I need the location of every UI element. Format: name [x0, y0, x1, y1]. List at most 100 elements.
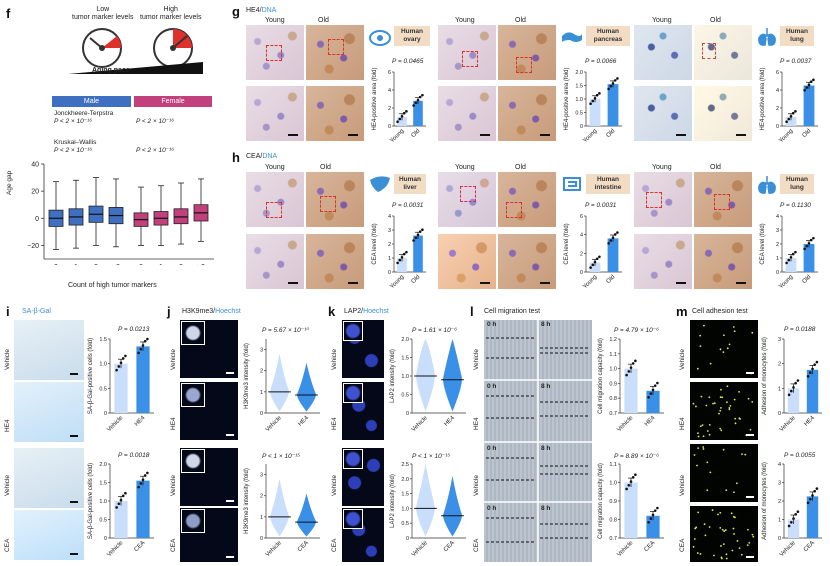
chart-point — [414, 236, 418, 239]
chart-point — [598, 255, 601, 259]
chart-point — [137, 351, 140, 355]
chart-bar — [785, 117, 797, 126]
h-liver-young-image — [246, 172, 304, 227]
chart-ytick-label: 0.8 — [609, 518, 617, 524]
m-monocyte-dot — [720, 545, 722, 547]
chart-ytick-label: 2.0 — [99, 462, 107, 468]
chart-point — [115, 506, 118, 509]
chart-point — [412, 104, 415, 107]
g3-young: Young — [652, 17, 672, 24]
chart-xtick-label: Old — [606, 274, 617, 285]
i-he4-image — [14, 382, 84, 442]
m-monocyte-dot — [697, 435, 700, 438]
chart-ytick-label: 0 — [406, 411, 409, 417]
chart-point — [139, 347, 143, 351]
chart-ytick-label: 1.1 — [609, 352, 617, 358]
l-t0-a: 0 h — [487, 321, 497, 328]
chart-point — [396, 261, 399, 265]
chart-point — [591, 99, 595, 103]
chart-ytick-label: 0.7 — [609, 411, 617, 417]
m-monocyte-dot — [744, 453, 747, 456]
chart-ytick-label: 4 — [388, 214, 391, 220]
chart-ytick-label: 0 — [388, 270, 391, 276]
chart-point — [609, 84, 613, 88]
chart-bar — [589, 99, 601, 126]
h-intestine-bar-chart: CEA level (fold) 0 2 4 6 Young Old — [564, 214, 622, 290]
chart-ytick-label: 0.9 — [609, 381, 617, 387]
m-monocyte-dot — [722, 351, 725, 354]
chart-xtick-label: HE4 — [644, 415, 657, 428]
ovary-icon — [369, 30, 391, 46]
m-monocyte-dot — [697, 511, 700, 514]
chart-bar — [624, 482, 638, 538]
chart-point — [805, 244, 809, 248]
panel-label-f: f — [6, 6, 11, 21]
h-intestine-young-image — [438, 172, 496, 227]
m-monocyte-dot — [719, 348, 722, 351]
chart-point — [791, 252, 795, 256]
low-gauge-icon — [82, 28, 122, 68]
chart-bar — [589, 262, 601, 272]
m-monocyte-dot — [696, 464, 698, 467]
chart-xtick-label: Old — [606, 128, 617, 139]
chart-xtick-label: CEA — [443, 540, 456, 553]
chart-point — [794, 381, 797, 385]
m-monocyte-dot — [709, 471, 712, 474]
chart-point — [124, 354, 127, 358]
l-t8-b: 8 h — [541, 383, 551, 390]
i-pval-bottom: P = 0.0018 — [118, 452, 150, 459]
m-monocyte-dot — [719, 396, 722, 398]
m-monocyte-dot — [713, 402, 716, 405]
chart-point — [595, 257, 599, 261]
h-lung-old-zoom — [694, 234, 752, 289]
chart-point — [629, 480, 633, 483]
i-row-1: HE4 — [4, 419, 11, 432]
chart-point — [414, 101, 418, 105]
chart-ytick-label: 2 — [776, 242, 779, 248]
chart-bar — [136, 480, 150, 538]
panel-label-g: g — [232, 4, 240, 19]
chart-ylabel: CEA level (fold) — [372, 223, 378, 264]
chart-ytick-label: 0.9 — [609, 499, 617, 505]
m-monocyte-dot — [725, 553, 728, 556]
chart-violin — [443, 475, 462, 537]
chart-point — [416, 233, 420, 237]
chart-bar — [785, 258, 797, 272]
chart-point — [809, 80, 813, 84]
i-stain-label: SA-β-Gal — [22, 308, 51, 315]
g-ovary-old-image — [306, 25, 364, 80]
m-monocyte-dot — [736, 540, 739, 542]
m-monocyte-dot — [746, 544, 749, 546]
chart-xtick-label: Old — [411, 274, 422, 285]
chart-point — [634, 473, 637, 477]
h1-old: Old — [320, 164, 331, 171]
l-bottom-bar-chart: Cell migration capacity (fold) 0.7 0.8 0.9 1… — [598, 462, 664, 558]
chart-ytick-label: 0 — [104, 536, 107, 542]
chart-xtick-label: Old — [411, 128, 422, 139]
chart-bar — [806, 369, 819, 413]
chart-point — [613, 79, 617, 82]
chart-ylabel: LAP2 intensity (fold) — [390, 349, 396, 403]
chart-bar — [787, 519, 800, 538]
jt-label: Jonckheere-Terpstra — [54, 110, 114, 117]
chart-ytick-label: 1 — [260, 390, 263, 396]
m-monocyte-dot — [728, 408, 731, 411]
f-ylabel: Age gap — [6, 170, 13, 195]
chart-point — [396, 120, 399, 124]
h1-young: Young — [265, 164, 285, 171]
chart-point — [634, 359, 637, 363]
chart-point — [787, 524, 791, 528]
j-row-1: HE4 — [170, 417, 177, 430]
chart-xtick-label: Old — [802, 274, 813, 285]
l-row-1: HE4 — [473, 417, 480, 430]
aging-gauge-illustration — [68, 28, 203, 74]
k-stain-hoechst: Hoechst — [363, 308, 389, 315]
chart-ytick-label: 0 — [104, 411, 107, 417]
h-lung-young-image — [634, 172, 692, 227]
pancreas-icon — [562, 32, 582, 42]
chart-point — [139, 482, 143, 485]
m-monocyte-dot — [700, 395, 703, 398]
j-bottom-violin-chart: H3K9me3 intensity (fold) 0 1 2 3 Vehicle CEA — [244, 464, 320, 558]
chart-xtick-label: Vehicle — [265, 415, 283, 433]
chart-point — [400, 115, 404, 118]
